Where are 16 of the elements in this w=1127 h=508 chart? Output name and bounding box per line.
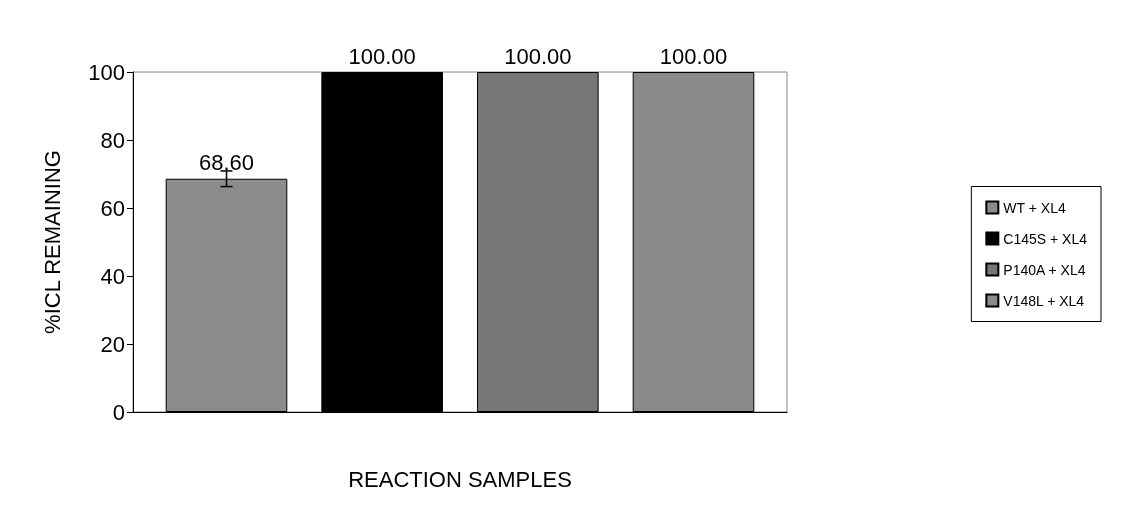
x-axis-title: REACTION SAMPLES <box>348 466 572 492</box>
y-tick-label: 80 <box>100 127 125 153</box>
y-tick-label: 0 <box>112 399 125 425</box>
y-tick-label: 60 <box>100 195 125 221</box>
y-tick-label: 40 <box>100 263 125 289</box>
y-tick-label: 100 <box>88 59 125 85</box>
data-label: 100.00 <box>504 43 572 69</box>
legend-label: C145S + XL4 <box>1003 230 1088 247</box>
y-tick-label: 20 <box>100 331 125 357</box>
legend-label: V148L + XL4 <box>1003 292 1085 309</box>
data-label: 68.60 <box>198 150 255 176</box>
data-label: 100.00 <box>348 43 416 69</box>
y-axis-title: %ICL REMAINING <box>39 150 65 334</box>
legend-label: P140A + XL4 <box>1003 261 1086 278</box>
data-label: 100.00 <box>659 43 728 69</box>
legend-label: WT + XL4 <box>1003 199 1066 216</box>
